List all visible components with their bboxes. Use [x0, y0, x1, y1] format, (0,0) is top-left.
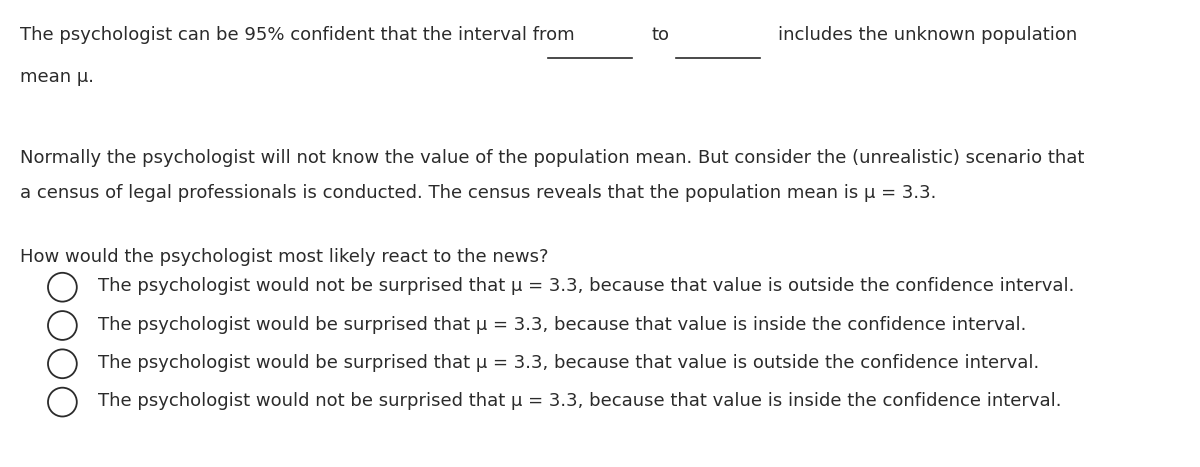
- Text: The psychologist would be surprised that μ = 3.3, because that value is outside : The psychologist would be surprised that…: [98, 354, 1039, 372]
- Text: The psychologist would be surprised that μ = 3.3, because that value is inside t: The psychologist would be surprised that…: [98, 316, 1027, 334]
- Text: How would the psychologist most likely react to the news?: How would the psychologist most likely r…: [20, 248, 548, 267]
- Text: mean μ.: mean μ.: [20, 68, 95, 86]
- Text: to: to: [652, 26, 670, 44]
- Text: a census of legal professionals is conducted. The census reveals that the popula: a census of legal professionals is condu…: [20, 184, 937, 203]
- Text: The psychologist can be 95% confident that the interval from: The psychologist can be 95% confident th…: [20, 26, 575, 44]
- Text: The psychologist would not be surprised that μ = 3.3, because that value is insi: The psychologist would not be surprised …: [98, 392, 1062, 410]
- Text: includes the unknown population: includes the unknown population: [778, 26, 1076, 44]
- Text: Normally the psychologist will not know the value of the population mean. But co: Normally the psychologist will not know …: [20, 149, 1085, 168]
- Text: The psychologist would not be surprised that μ = 3.3, because that value is outs: The psychologist would not be surprised …: [98, 277, 1075, 296]
